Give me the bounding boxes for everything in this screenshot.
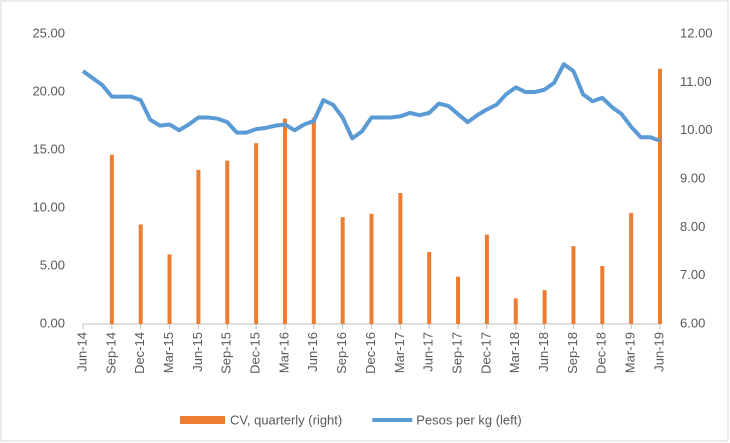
bar xyxy=(109,154,114,324)
bar xyxy=(513,298,518,324)
x-tick-label: Sep-18 xyxy=(565,332,580,374)
bar xyxy=(196,169,201,324)
bar xyxy=(340,217,345,324)
x-tick-label: Mar-18 xyxy=(507,332,522,373)
x-tick-label: Jun-17 xyxy=(421,332,436,372)
x-tick-label: Dec-16 xyxy=(363,332,378,374)
legend-label: CV, quarterly (right) xyxy=(230,412,342,427)
y-tick-label: 0.00 xyxy=(40,315,65,330)
x-tick-label: Mar-15 xyxy=(161,332,176,373)
bar xyxy=(311,117,316,324)
y-tick-label: 10.00 xyxy=(32,199,65,214)
x-tick-label: Jun-14 xyxy=(74,332,89,372)
y2-tick-label: 9.00 xyxy=(680,170,705,185)
bar xyxy=(427,251,432,324)
x-tick-label: Dec-18 xyxy=(594,332,609,374)
bar xyxy=(369,213,374,324)
line xyxy=(81,62,661,143)
y2-tick-label: 7.00 xyxy=(680,267,705,282)
bar xyxy=(658,68,662,324)
bar xyxy=(456,276,461,324)
y2-tick-label: 8.00 xyxy=(680,219,705,234)
x-tick-label: Jun-15 xyxy=(190,332,205,372)
y-tick-label: 25.00 xyxy=(32,25,65,40)
x-tick-label: Sep-15 xyxy=(219,332,234,374)
bar xyxy=(398,193,403,324)
y2-tick-label: 12.00 xyxy=(680,25,713,40)
y2-tick-label: 11.00 xyxy=(680,74,712,89)
legend-swatch xyxy=(180,416,225,424)
y2-tick-label: 10.00 xyxy=(680,122,713,137)
x-tick-label: Dec-17 xyxy=(478,332,493,374)
bar xyxy=(225,160,230,324)
x-tick-label: Sep-16 xyxy=(334,332,349,374)
x-tick-label: Jun-16 xyxy=(305,332,320,372)
legend-label: Pesos per kg (left) xyxy=(416,412,522,427)
bar xyxy=(542,290,547,324)
x-tick-label: Dec-15 xyxy=(248,332,263,374)
y-tick-label: 15.00 xyxy=(32,141,65,156)
x-tick-label: Sep-17 xyxy=(449,332,464,374)
x-tick-label: Mar-17 xyxy=(392,332,407,373)
x-tick-label: Mar-19 xyxy=(623,332,638,373)
x-tick-label: Sep-14 xyxy=(103,332,118,374)
x-tick-label: Jun-18 xyxy=(536,332,551,372)
bar xyxy=(167,254,172,324)
y2-tick-label: 6.00 xyxy=(680,315,705,330)
bar xyxy=(629,212,634,324)
bar xyxy=(138,224,143,324)
bar xyxy=(254,143,259,324)
bar xyxy=(484,234,489,324)
bar xyxy=(600,266,605,324)
y-tick-label: 5.00 xyxy=(40,257,65,272)
x-tick-label: Jun-19 xyxy=(651,332,666,372)
x-tick-label: Mar-16 xyxy=(276,332,291,373)
bar xyxy=(571,246,576,324)
y-tick-label: 20.00 xyxy=(32,83,65,98)
bar xyxy=(282,118,287,324)
x-tick-label: Dec-14 xyxy=(132,332,147,374)
